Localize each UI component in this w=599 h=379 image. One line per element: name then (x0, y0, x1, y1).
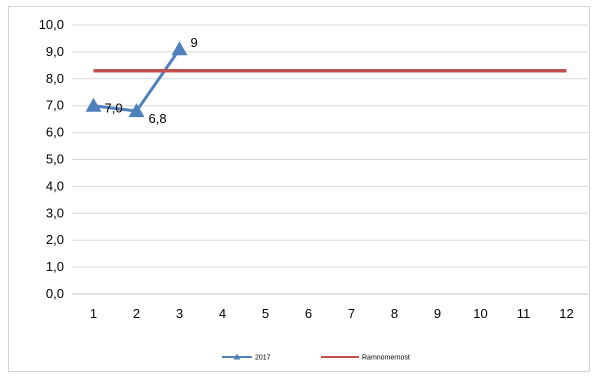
series (85, 41, 567, 118)
y-tick-label: 4,0 (46, 178, 64, 193)
legend-label: Ramnomernost (362, 355, 410, 362)
y-tick-label: 7,0 (46, 98, 64, 113)
y-tick-label: 2,0 (46, 232, 64, 247)
y-tick-label: 0,0 (46, 286, 64, 301)
y-tick-label: 9,0 (46, 44, 64, 59)
x-tick-label: 9 (434, 306, 441, 321)
y-tick-label: 5,0 (46, 152, 64, 167)
x-tick-label: 7 (348, 306, 355, 321)
x-tick-label: 3 (176, 306, 183, 321)
x-tick-label: 6 (305, 306, 312, 321)
data-label: 6,8 (149, 111, 167, 126)
legend: 2017 Ramnomernost (222, 353, 410, 362)
x-tick-label: 10 (473, 306, 487, 321)
x-tick-label: 5 (262, 306, 269, 321)
legend-label: 2017 (255, 355, 271, 362)
series-point (171, 41, 188, 56)
x-tick-label: 8 (391, 306, 398, 321)
chart-frame (8, 6, 590, 372)
x-tick-label: 2 (133, 306, 140, 321)
x-tick-label: 1 (90, 306, 97, 321)
y-tick-label: 6,0 (46, 125, 64, 140)
legend-marker (233, 353, 241, 360)
y-tick-label: 10,0 (39, 17, 64, 32)
x-tick-label: 11 (517, 306, 531, 321)
x-axis-tick-labels: 1 2 3 4 5 6 7 8 9 10 11 12 (90, 306, 574, 321)
x-tick-label: 12 (559, 306, 573, 321)
y-axis-tick-labels: 0,0 1,0 2,0 3,0 4,0 5,0 6,0 7,0 8,0 9,0 10,0 (39, 17, 64, 301)
y-tick-label: 3,0 (46, 205, 64, 220)
series-point (85, 97, 102, 112)
y-tick-label: 1,0 (46, 259, 64, 274)
data-labels: 7,0 6,8 9 (105, 35, 198, 126)
gridlines (72, 24, 588, 268)
y-tick-label: 8,0 (46, 71, 64, 86)
data-label: 7,0 (105, 101, 123, 116)
series-point (128, 103, 145, 118)
data-label: 9 (191, 35, 198, 50)
x-tick-label: 4 (219, 306, 226, 321)
